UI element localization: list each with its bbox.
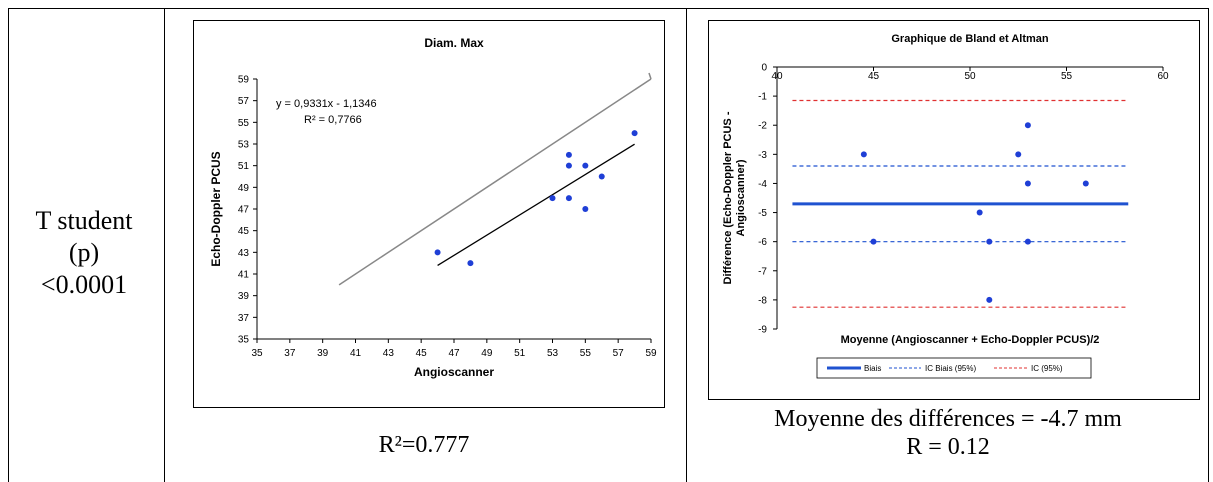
- y-tick-label: 35: [238, 335, 250, 346]
- t-student-line-1: T student: [35, 206, 133, 235]
- data-point: [1015, 151, 1022, 158]
- legend-ic-biais-label: IC Biais (95%): [925, 364, 976, 373]
- r-squared-label: R² = 0,7766: [304, 114, 362, 126]
- data-point: [1082, 180, 1089, 187]
- bland-altman-chart-frame: Graphique de Bland et Altman 40 45 50 55 60 0 -…: [708, 20, 1200, 400]
- x-tick-label: 37: [284, 348, 296, 359]
- y-tick-label: -3: [758, 150, 767, 161]
- t-student-result: T student (p) <0.0001: [8, 205, 160, 301]
- y-tick-label: -6: [758, 237, 767, 248]
- y-axis-label: Echo-Doppler PCUS: [209, 151, 223, 266]
- x-tick-label: 41: [350, 348, 362, 359]
- x-tick-label: 57: [613, 348, 625, 359]
- x-axis-label: Moyenne (Angioscanner + Echo-Doppler PCU…: [841, 334, 1100, 346]
- r-value-text: R = 0.12: [906, 434, 990, 460]
- scatter-chart: Diam. Max 35 37 39 41 43 45 47 49 51 53 55 57 59 35 37 3…: [209, 36, 657, 379]
- data-point: [1024, 180, 1031, 187]
- y-tick-label: 59: [238, 75, 250, 86]
- y-tick-label: -1: [758, 92, 767, 103]
- x-tick-label: 50: [964, 71, 976, 82]
- y-tick-label: 57: [238, 96, 250, 107]
- legend-biais-label: Biais: [864, 364, 881, 373]
- t-student-line-2: (p): [68, 238, 100, 267]
- x-tick-label: 60: [1157, 71, 1169, 82]
- bland-altman-caption: Moyenne des différences = -4.7 mm R = 0.…: [688, 405, 1208, 461]
- scatter-chart-frame: Diam. Max 35 37 39 41 43 45 47 49 51 53 55 57 59 35 37 3…: [193, 20, 665, 408]
- identity-line-end: [648, 72, 652, 80]
- t-student-line-3: <0.0001: [40, 270, 128, 299]
- x-tick-label: 45: [868, 71, 880, 82]
- y-tick-label: 55: [238, 118, 250, 129]
- legend-box: [816, 357, 1092, 379]
- data-point: [976, 209, 983, 216]
- y-tick-label: 41: [238, 270, 250, 281]
- table-border-top: [8, 8, 1209, 9]
- data-point: [631, 130, 638, 137]
- y-tick-label: -2: [758, 121, 767, 132]
- y-tick-label: 49: [238, 183, 250, 194]
- x-tick-label: 51: [514, 348, 526, 359]
- x-tick-label: 55: [1061, 71, 1073, 82]
- data-point: [986, 296, 993, 303]
- y-tick-label: 53: [238, 140, 250, 151]
- x-tick-label: 45: [416, 348, 428, 359]
- trendline-equation: y = 0,9331x - 1,1346: [276, 98, 377, 110]
- chart-title: Graphique de Bland et Altman: [891, 33, 1049, 45]
- data-point: [549, 195, 556, 202]
- data-point: [1024, 122, 1031, 129]
- table-divider-2: [686, 8, 687, 482]
- table-border-left: [8, 8, 9, 482]
- y-tick-label: -4: [758, 179, 767, 190]
- y-tick-label: -7: [758, 266, 767, 277]
- x-tick-label: 59: [645, 348, 657, 359]
- x-tick-label: 47: [448, 348, 460, 359]
- y-axis-label-line: Différence (Echo-Doppler PCUS -: [722, 111, 734, 284]
- data-point: [598, 173, 605, 180]
- x-tick-label: 35: [251, 348, 263, 359]
- x-tick-label: 55: [580, 348, 592, 359]
- x-axis-label: Angioscanner: [414, 365, 494, 379]
- x-tick-label: 43: [383, 348, 395, 359]
- y-tick-label: 37: [238, 313, 250, 324]
- y-tick-label: 0: [761, 63, 767, 74]
- data-point: [870, 238, 877, 245]
- data-point: [582, 206, 589, 212]
- bland-altman-chart: Graphique de Bland et Altman 40 45 50 55 60 0 -…: [722, 33, 1169, 379]
- x-tick-label: 40: [771, 71, 783, 82]
- data-point: [565, 151, 572, 158]
- data-point: [565, 195, 572, 202]
- data-point: [565, 162, 572, 169]
- y-tick-label: -5: [758, 208, 767, 219]
- y-tick-label: 39: [238, 291, 250, 302]
- x-tick-label: 53: [547, 348, 559, 359]
- y-tick-label: 45: [238, 226, 250, 237]
- y-tick-label: 51: [238, 161, 250, 172]
- data-point: [467, 260, 474, 267]
- data-point: [582, 162, 589, 169]
- y-tick-label: 47: [238, 205, 250, 216]
- data-point: [434, 249, 441, 256]
- x-tick-label: 39: [317, 348, 329, 359]
- x-tick-label: 49: [481, 348, 493, 359]
- table-border-right: [1208, 8, 1209, 482]
- identity-line: [338, 78, 652, 286]
- table-divider-1: [164, 8, 165, 482]
- y-tick-label: -9: [758, 325, 767, 336]
- r2-caption: R²=0.777: [378, 432, 470, 458]
- chart-title: Diam. Max: [424, 36, 484, 50]
- mean-difference-text: Moyenne des différences = -4.7 mm: [774, 406, 1122, 432]
- y-axis-label-line: Angioscanner): [735, 159, 747, 236]
- legend-ic-label: IC (95%): [1031, 364, 1063, 373]
- data-point: [986, 238, 993, 245]
- trendline: [437, 143, 635, 267]
- y-tick-label: -8: [758, 295, 767, 306]
- y-axis-label: Différence (Echo-Doppler PCUS -Angioscan…: [722, 111, 747, 284]
- data-point: [1024, 238, 1031, 245]
- y-tick-label: 43: [238, 248, 250, 259]
- data-point: [860, 151, 867, 158]
